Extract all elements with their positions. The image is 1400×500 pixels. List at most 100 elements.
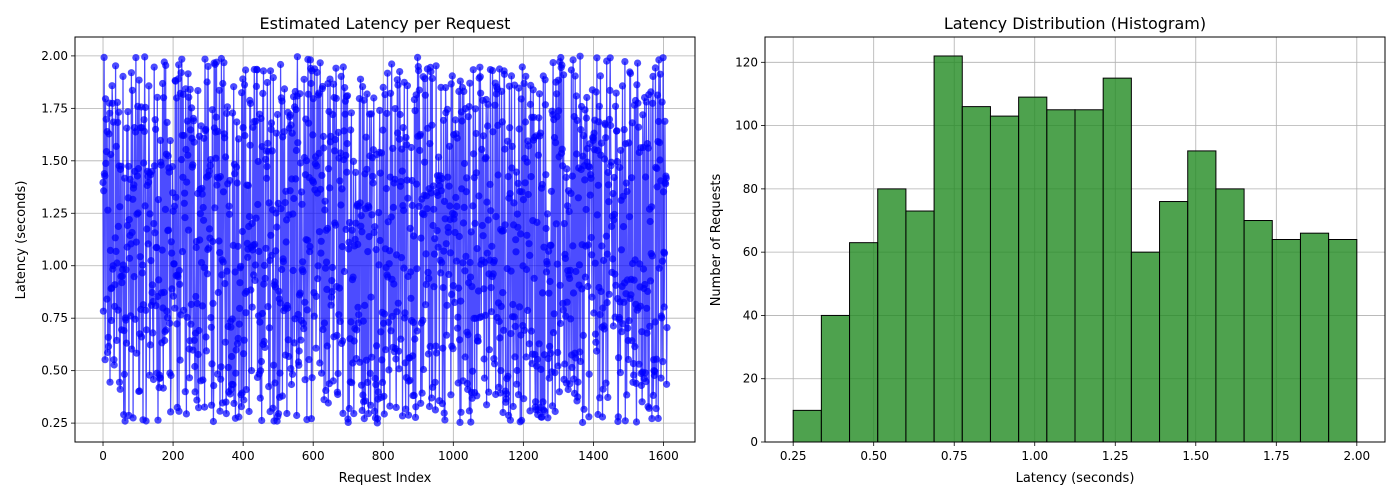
latency-point bbox=[417, 399, 425, 407]
latency-point bbox=[316, 359, 324, 367]
latency-point bbox=[542, 171, 550, 179]
latency-point bbox=[566, 274, 574, 282]
latency-point bbox=[610, 210, 619, 218]
latency-point bbox=[154, 196, 162, 204]
latency-point bbox=[136, 253, 144, 261]
latency-point bbox=[160, 94, 168, 102]
latency-point bbox=[286, 111, 294, 119]
latency-point bbox=[567, 66, 576, 74]
latency-point bbox=[487, 207, 495, 215]
latency-point bbox=[396, 68, 404, 76]
latency-point bbox=[377, 149, 386, 157]
latency-point bbox=[216, 173, 224, 181]
latency-point bbox=[100, 53, 108, 62]
latency-point bbox=[636, 302, 645, 310]
latency-point bbox=[390, 280, 398, 288]
latency-point bbox=[249, 123, 257, 131]
latency-point bbox=[609, 322, 618, 330]
latency-point bbox=[269, 74, 277, 82]
latency-point bbox=[425, 274, 433, 282]
latency-point bbox=[527, 327, 536, 335]
latency-point bbox=[597, 287, 605, 296]
latency-point bbox=[649, 72, 657, 80]
latency-point bbox=[649, 99, 657, 107]
latency-point bbox=[312, 344, 320, 352]
latency-point bbox=[454, 313, 462, 321]
latency-point bbox=[160, 288, 168, 296]
latency-point bbox=[502, 395, 510, 403]
latency-point bbox=[372, 381, 380, 389]
latency-point bbox=[245, 212, 253, 221]
latency-point bbox=[261, 343, 269, 351]
latency-point bbox=[148, 281, 156, 289]
latency-point bbox=[310, 312, 318, 320]
latency-point bbox=[625, 317, 633, 325]
latency-point bbox=[200, 264, 208, 272]
latency-point bbox=[497, 302, 505, 310]
latency-point bbox=[164, 152, 172, 160]
latency-point bbox=[274, 199, 282, 207]
latency-point bbox=[588, 293, 596, 301]
latency-point bbox=[104, 333, 112, 341]
latency-point bbox=[432, 62, 440, 70]
latency-point bbox=[416, 146, 424, 154]
latency-point bbox=[635, 360, 643, 368]
latency-point bbox=[459, 259, 467, 267]
latency-point bbox=[212, 154, 220, 162]
y-tick-label: 0.75 bbox=[41, 311, 68, 325]
latency-point bbox=[626, 69, 635, 78]
latency-point bbox=[568, 363, 576, 372]
latency-point bbox=[226, 176, 234, 185]
latency-histogram-chart: Latency Distribution (Histogram) 0.25 0.5… bbox=[709, 14, 1386, 486]
latency-point bbox=[105, 342, 113, 350]
latency-point bbox=[179, 173, 187, 181]
latency-point bbox=[242, 386, 250, 394]
latency-point bbox=[192, 292, 200, 301]
latency-point bbox=[596, 311, 604, 319]
latency-point bbox=[185, 374, 194, 382]
latency-point bbox=[356, 358, 364, 366]
latency-point bbox=[167, 408, 175, 416]
latency-point bbox=[472, 129, 480, 138]
latency-point bbox=[498, 87, 506, 95]
latency-point bbox=[336, 317, 344, 325]
latency-point bbox=[467, 418, 475, 426]
latency-point bbox=[606, 54, 614, 62]
latency-point bbox=[313, 162, 321, 170]
latency-point bbox=[502, 390, 511, 398]
latency-point bbox=[554, 348, 562, 357]
latency-point bbox=[465, 407, 473, 415]
latency-point bbox=[604, 181, 613, 189]
latency-point bbox=[348, 379, 356, 387]
latency-point bbox=[620, 126, 628, 134]
latency-point bbox=[460, 159, 469, 168]
latency-point bbox=[208, 106, 216, 114]
latency-point bbox=[142, 326, 151, 334]
latency-point bbox=[174, 273, 182, 281]
latency-point bbox=[662, 174, 670, 182]
latency-point bbox=[230, 399, 238, 407]
latency-point bbox=[228, 315, 236, 323]
latency-point bbox=[268, 147, 276, 155]
latency-point bbox=[432, 349, 441, 357]
latency-point bbox=[391, 105, 399, 113]
latency-point bbox=[461, 267, 469, 275]
latency-point bbox=[557, 53, 565, 62]
latency-point bbox=[474, 337, 482, 345]
latency-point bbox=[315, 228, 324, 236]
latency-point bbox=[488, 67, 497, 75]
latency-point bbox=[498, 118, 506, 126]
histogram-bar bbox=[1130, 251, 1161, 443]
latency-point bbox=[186, 85, 194, 93]
latency-point bbox=[154, 416, 162, 424]
latency-point bbox=[549, 329, 558, 337]
latency-point bbox=[222, 410, 230, 418]
latency-point bbox=[611, 102, 620, 110]
latency-point bbox=[553, 260, 561, 268]
histogram-bar bbox=[905, 210, 935, 443]
latency-point bbox=[609, 190, 617, 198]
latency-point bbox=[455, 284, 463, 292]
latency-point bbox=[177, 69, 185, 77]
latency-point bbox=[321, 206, 329, 214]
latency-point bbox=[289, 266, 297, 275]
